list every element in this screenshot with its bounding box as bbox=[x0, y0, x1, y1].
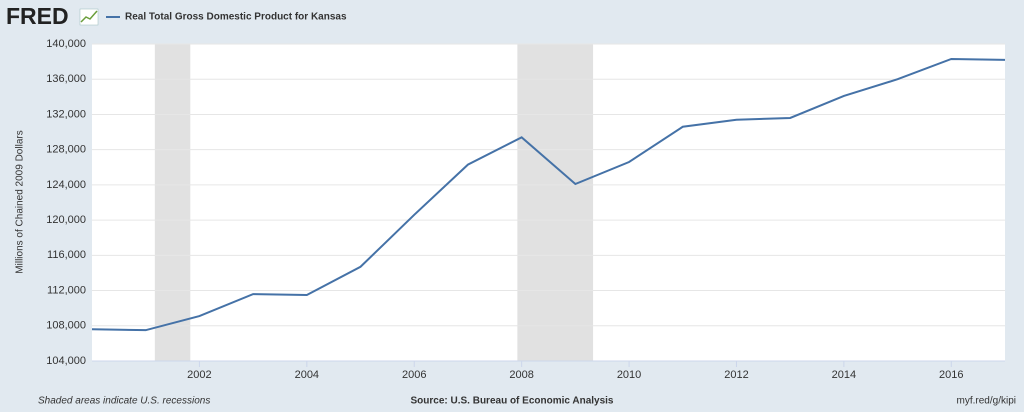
x-tick-label: 2016 bbox=[939, 369, 963, 381]
footnote: Shaded areas indicate U.S. recessions bbox=[38, 396, 210, 407]
x-tick-label: 2010 bbox=[617, 369, 641, 381]
y-tick-label: 112,000 bbox=[47, 284, 86, 296]
link: myf.red/g/kipi bbox=[957, 396, 1016, 407]
legend-entry: Real Total Gross Domestic Product for Ka… bbox=[125, 12, 347, 23]
y-tick-label: 132,000 bbox=[46, 108, 86, 120]
x-tick-label: 2014 bbox=[832, 369, 856, 381]
x-tick-label: 2002 bbox=[187, 369, 211, 381]
series-line bbox=[91, 57, 1006, 332]
x-tick-label: 2008 bbox=[509, 369, 533, 381]
recession-shade bbox=[517, 44, 594, 361]
brand-logo: FRED bbox=[6, 3, 69, 29]
brand-icon bbox=[79, 8, 99, 26]
x-tick-label: 2004 bbox=[295, 369, 319, 381]
y-tick-label: 104,000 bbox=[46, 355, 86, 367]
y-tick-label: 128,000 bbox=[46, 144, 86, 156]
y-tick-label: 108,000 bbox=[46, 320, 86, 332]
y-tick-label: 124,000 bbox=[46, 179, 86, 191]
y-axis-label: Millions of Chained 2009 Dollars bbox=[15, 130, 26, 273]
y-tick-label: 120,000 bbox=[46, 214, 86, 226]
y-tick-label: 116,000 bbox=[47, 249, 86, 261]
source: Source: U.S. Bureau of Economic Analysis bbox=[410, 396, 613, 407]
y-tick-label: 136,000 bbox=[46, 73, 86, 85]
y-tick-label: 140,000 bbox=[46, 38, 86, 50]
x-tick-label: 2006 bbox=[402, 369, 426, 381]
x-tick-label: 2012 bbox=[724, 369, 748, 381]
recession-shade bbox=[154, 44, 191, 361]
